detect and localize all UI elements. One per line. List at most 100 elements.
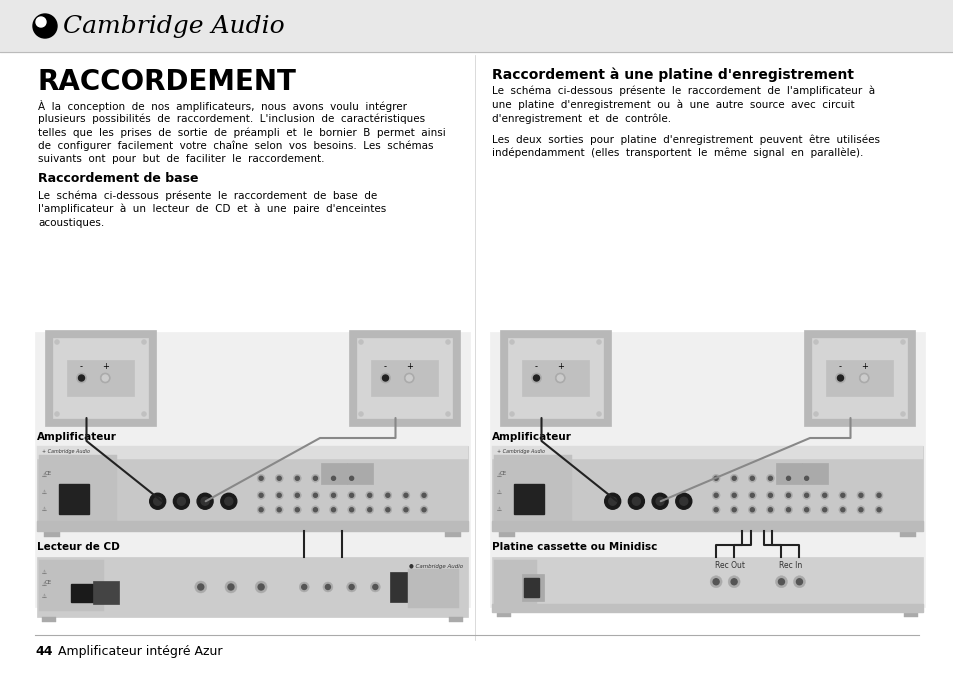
Circle shape	[874, 506, 882, 514]
Circle shape	[404, 373, 414, 383]
Circle shape	[153, 497, 161, 506]
Text: ● Cambridge Audio: ● Cambridge Audio	[409, 564, 462, 569]
Text: -: -	[80, 362, 83, 371]
Circle shape	[820, 506, 828, 514]
Circle shape	[711, 506, 720, 514]
Circle shape	[837, 375, 842, 381]
Circle shape	[727, 576, 740, 588]
Circle shape	[785, 508, 790, 512]
Text: Lecteur de CD: Lecteur de CD	[37, 542, 120, 552]
Circle shape	[257, 475, 265, 483]
Circle shape	[349, 508, 354, 512]
Circle shape	[835, 373, 844, 383]
Circle shape	[876, 508, 881, 512]
Circle shape	[900, 412, 904, 416]
Bar	[390, 572, 416, 602]
Circle shape	[732, 477, 736, 481]
Circle shape	[293, 491, 301, 500]
Circle shape	[747, 491, 756, 500]
Circle shape	[401, 491, 410, 500]
Text: ⚠: ⚠	[497, 507, 501, 512]
Bar	[492, 446, 923, 459]
Circle shape	[314, 493, 317, 497]
Circle shape	[150, 493, 166, 509]
Circle shape	[367, 493, 372, 497]
Circle shape	[509, 412, 514, 416]
Text: Rec In: Rec In	[778, 561, 801, 570]
Text: ⚠: ⚠	[42, 581, 47, 587]
Circle shape	[380, 373, 390, 383]
Circle shape	[177, 497, 185, 506]
Circle shape	[36, 17, 46, 27]
Circle shape	[332, 508, 335, 512]
Text: +: +	[102, 362, 109, 371]
Circle shape	[54, 412, 59, 416]
Circle shape	[295, 477, 299, 481]
Circle shape	[632, 497, 639, 506]
Circle shape	[382, 375, 388, 381]
Circle shape	[803, 493, 808, 497]
Bar	[492, 446, 923, 531]
Circle shape	[349, 477, 354, 481]
Circle shape	[840, 508, 844, 512]
Circle shape	[311, 491, 319, 500]
Circle shape	[228, 584, 233, 590]
Circle shape	[358, 412, 363, 416]
Text: -: -	[384, 362, 387, 371]
Circle shape	[201, 497, 209, 506]
Text: ⚠: ⚠	[42, 570, 47, 574]
Bar	[45, 330, 156, 426]
Circle shape	[656, 497, 663, 506]
Circle shape	[801, 506, 810, 514]
Circle shape	[675, 493, 691, 509]
Circle shape	[329, 491, 337, 500]
Circle shape	[509, 340, 514, 344]
Circle shape	[194, 581, 207, 593]
Circle shape	[838, 491, 846, 500]
Circle shape	[274, 506, 283, 514]
Bar	[39, 454, 116, 524]
Circle shape	[803, 477, 808, 481]
Circle shape	[714, 508, 718, 512]
Bar	[776, 463, 801, 484]
Text: acoustiques.: acoustiques.	[38, 217, 104, 227]
Circle shape	[346, 582, 356, 592]
Bar	[825, 360, 892, 396]
Bar	[811, 338, 906, 418]
Bar	[0, 0, 953, 52]
Circle shape	[596, 340, 601, 344]
Circle shape	[347, 491, 355, 500]
Bar	[349, 330, 459, 426]
Circle shape	[783, 506, 792, 514]
Text: Raccordement de base: Raccordement de base	[38, 173, 198, 186]
Circle shape	[713, 578, 719, 585]
Circle shape	[750, 493, 754, 497]
Text: Platine cassette ou Minidisc: Platine cassette ou Minidisc	[492, 542, 657, 552]
Circle shape	[295, 493, 299, 497]
Text: indépendamment  (elles  transportent  le  même  signal  en  parallèle).: indépendamment (elles transportent le mê…	[492, 148, 862, 159]
Circle shape	[299, 582, 309, 592]
Circle shape	[801, 491, 810, 500]
Text: de  configurer  facilement  votre  chaîne  selon  vos  besoins.  Les  schémas: de configurer facilement votre chaîne se…	[38, 140, 433, 151]
Circle shape	[767, 477, 772, 481]
Circle shape	[347, 475, 355, 483]
Circle shape	[325, 585, 330, 589]
Circle shape	[711, 475, 720, 483]
Circle shape	[861, 375, 866, 381]
Bar	[492, 603, 923, 612]
Circle shape	[370, 582, 380, 592]
Circle shape	[859, 373, 868, 383]
Bar	[903, 612, 917, 617]
Bar	[899, 531, 915, 537]
Bar	[490, 332, 924, 607]
Bar	[35, 332, 470, 607]
Text: Cambridge Audio: Cambridge Audio	[63, 14, 284, 38]
Circle shape	[332, 477, 335, 481]
Circle shape	[796, 578, 801, 585]
Circle shape	[33, 14, 57, 38]
Circle shape	[747, 475, 756, 483]
Circle shape	[141, 412, 147, 416]
Text: Le  schéma  ci-dessous  présente  le  raccordement  de  l'amplificateur  à: Le schéma ci-dessous présente le raccord…	[492, 86, 874, 97]
Circle shape	[293, 475, 301, 483]
Circle shape	[765, 491, 774, 500]
